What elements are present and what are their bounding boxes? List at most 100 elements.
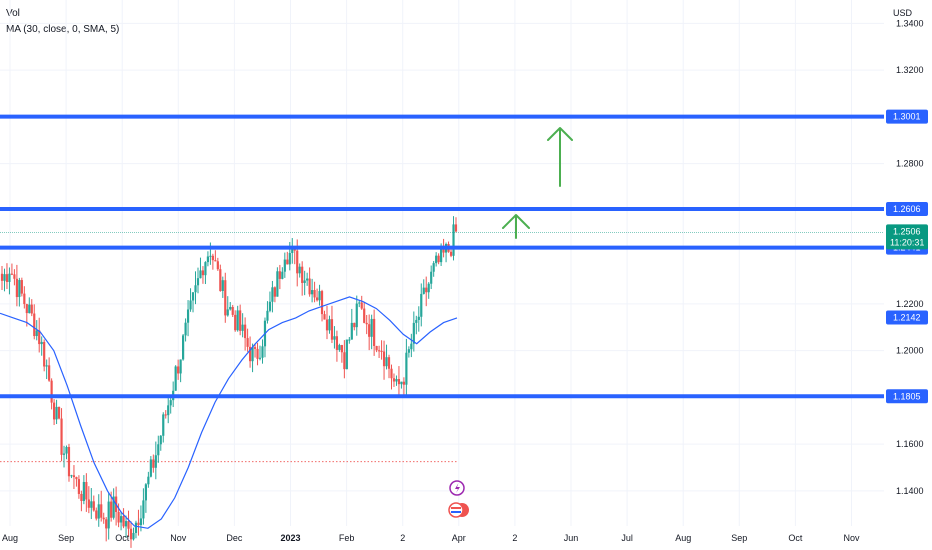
candle-body <box>335 336 339 350</box>
y-tick-label: 1.1600 <box>896 439 924 449</box>
candle-body <box>97 504 100 519</box>
candle-body <box>298 266 301 274</box>
candle-body <box>144 484 147 501</box>
candle-body <box>256 348 259 359</box>
candle-body <box>184 322 187 336</box>
candle-body <box>313 290 316 298</box>
candle-body <box>122 516 125 527</box>
ma-tag-bg <box>886 310 928 325</box>
candle-body <box>226 309 229 316</box>
candle-body <box>25 304 28 314</box>
candle-body <box>117 512 120 523</box>
candle-body <box>318 291 321 301</box>
candle-body <box>387 357 391 369</box>
candle-body <box>8 273 11 282</box>
candle-body <box>420 293 423 317</box>
x-tick-label: Nov <box>170 533 187 543</box>
candle-body <box>82 481 85 501</box>
y-tick-label: 1.2800 <box>896 159 924 169</box>
candle-body <box>427 283 430 293</box>
candle-body <box>209 255 212 257</box>
candle-body <box>410 343 413 350</box>
candle-body <box>301 266 304 283</box>
candle-body <box>100 504 103 518</box>
x-tick-label: Aug <box>2 533 18 543</box>
ma-legend[interactable]: MA (30, close, 0, SMA, 5) <box>6 24 120 35</box>
candle-body <box>437 255 440 263</box>
candle-body <box>196 278 200 286</box>
up-arrow-large <box>547 127 573 187</box>
candle-body <box>363 308 366 323</box>
candle-body <box>385 357 388 367</box>
candle-body <box>330 319 334 340</box>
x-tick-label: Sep <box>58 533 74 543</box>
candle-body <box>241 324 244 331</box>
candle-body <box>110 501 113 518</box>
candle-body <box>33 313 36 337</box>
candle-body <box>214 260 217 262</box>
candle-body <box>62 453 66 455</box>
price-axis: 1.1400 1.1600 1.2000 1.2200 1.2800 1.3200 1.34… <box>896 18 924 496</box>
event-icons <box>448 480 469 518</box>
flag-stripe <box>451 507 461 509</box>
candle-body <box>162 414 165 436</box>
candle-body <box>80 493 83 501</box>
candle-body <box>380 350 383 352</box>
candle-body <box>177 366 180 374</box>
candle-body <box>75 477 78 480</box>
candle-body <box>308 278 311 295</box>
candle-body <box>147 476 150 485</box>
candle-body <box>382 351 386 367</box>
candle-body <box>95 510 98 519</box>
candle-body <box>435 255 438 264</box>
candle-body <box>38 330 41 345</box>
x-tick-label: Sep <box>731 533 747 543</box>
candle-body <box>368 324 371 337</box>
candle-body <box>77 479 81 494</box>
candle-body <box>92 501 95 511</box>
y-tick-label: 1.3400 <box>896 18 924 28</box>
x-tick-label: Feb <box>339 533 355 543</box>
candle-body <box>65 446 68 454</box>
candle-body <box>90 501 93 508</box>
candle-body <box>355 303 358 328</box>
candle-body <box>10 273 14 275</box>
candle-body <box>60 418 63 455</box>
arrows <box>502 127 573 239</box>
candle-body <box>288 252 291 265</box>
candle-body <box>268 301 272 311</box>
currency-label: USD <box>893 8 913 18</box>
x-tick-label: Oct <box>115 533 130 543</box>
level-tag-bg <box>886 109 928 124</box>
price-tags: 1.30011.26061.24411.18051.21421.250611:2… <box>886 109 928 404</box>
candle-body <box>191 292 195 301</box>
up-arrow-small <box>502 214 530 239</box>
candle-body <box>57 406 61 419</box>
ma-tag: 1.2142 <box>893 312 921 322</box>
candle-body <box>102 517 105 520</box>
candle-body <box>239 310 242 331</box>
us-flag-icon <box>448 502 464 518</box>
candle-body <box>70 475 73 477</box>
candle-body <box>201 270 205 276</box>
y-tick-label: 1.2000 <box>896 346 924 356</box>
candle-body <box>169 400 172 406</box>
candle-body <box>194 285 197 293</box>
candle-body <box>276 271 279 297</box>
candle-body <box>377 350 381 352</box>
volume-legend[interactable]: Vol <box>6 8 20 19</box>
candle-body <box>127 521 130 529</box>
candle-body <box>159 435 162 445</box>
y-tick-label: 1.1400 <box>896 486 924 496</box>
candle-body <box>415 319 418 323</box>
candle-body <box>167 405 170 416</box>
candle-body <box>452 224 455 256</box>
candle-body <box>320 291 324 315</box>
candle-body <box>132 532 135 540</box>
candle-body <box>152 459 155 468</box>
candle-body <box>119 516 123 523</box>
candle-body <box>266 310 269 321</box>
candle-body <box>258 357 262 359</box>
candle-body <box>328 319 331 331</box>
